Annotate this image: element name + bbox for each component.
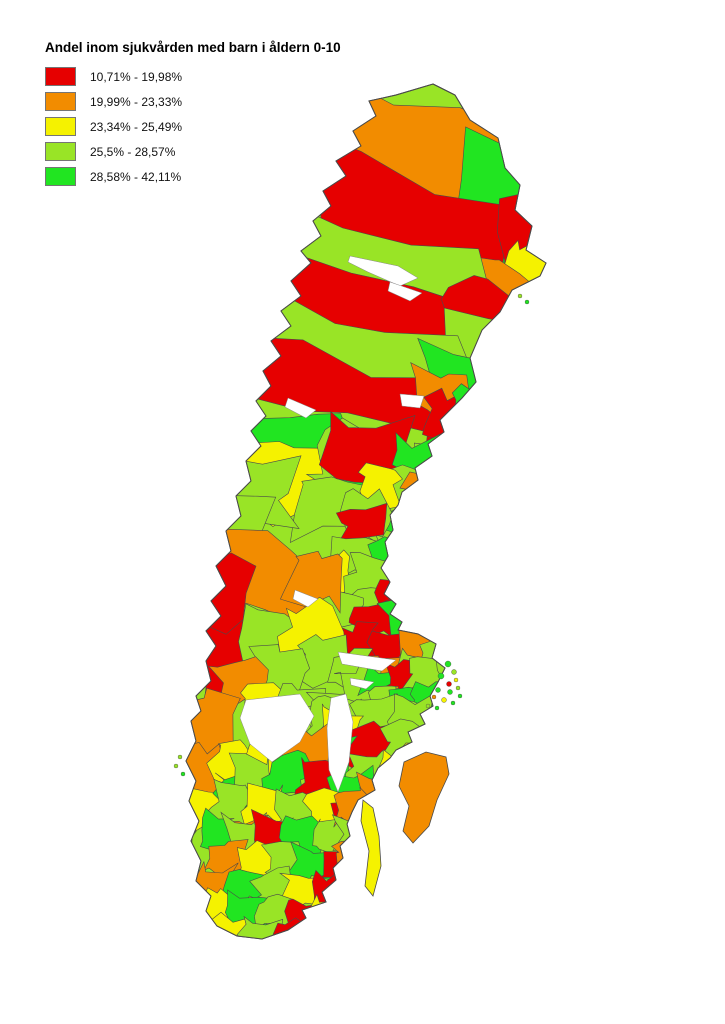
legend-item: 28,58% - 42,11% bbox=[45, 164, 182, 189]
legend-swatch-class1 bbox=[45, 67, 76, 86]
archipelago-island-dot bbox=[437, 672, 445, 680]
map-region bbox=[335, 502, 388, 542]
legend-swatch-class5 bbox=[45, 167, 76, 186]
legend-label: 23,34% - 25,49% bbox=[90, 119, 183, 134]
archipelago-island-dot bbox=[455, 685, 461, 691]
legend-swatch-class4 bbox=[45, 142, 76, 161]
page-title: Andel inom sjukvården med barn i åldern … bbox=[45, 40, 341, 55]
archipelago-island-dot bbox=[517, 293, 523, 299]
legend-label: 10,71% - 19,98% bbox=[90, 69, 183, 84]
archipelago-island-dot bbox=[457, 693, 463, 699]
lake bbox=[349, 677, 375, 690]
country-border bbox=[185, 83, 547, 940]
archipelago-island-dot bbox=[435, 687, 441, 693]
lake bbox=[292, 589, 319, 608]
lake bbox=[326, 693, 354, 793]
map-region bbox=[399, 471, 448, 530]
legend-item: 25,5% - 28,57% bbox=[45, 139, 182, 164]
island-oland bbox=[360, 799, 382, 897]
legend-swatch-class3 bbox=[45, 117, 76, 136]
lake bbox=[387, 281, 423, 302]
legend-item: 23,34% - 25,49% bbox=[45, 114, 182, 139]
archipelago-island-dot bbox=[431, 694, 437, 700]
archipelago-island-dot bbox=[444, 660, 452, 668]
archipelago-island-dot bbox=[524, 299, 530, 305]
archipelago-island-dot bbox=[180, 771, 186, 777]
legend-label: 28,58% - 42,11% bbox=[90, 169, 182, 184]
archipelago-island-dot bbox=[450, 700, 456, 706]
archipelago-island-dot bbox=[451, 669, 457, 675]
archipelago-island-dot bbox=[453, 677, 459, 683]
lake bbox=[284, 397, 317, 419]
island-gotland bbox=[398, 751, 450, 844]
legend-label: 25,5% - 28,57% bbox=[90, 144, 176, 159]
legend-label: 19,99% - 23,33% bbox=[90, 94, 183, 109]
archipelago-island-dot bbox=[434, 705, 440, 711]
lake bbox=[239, 693, 315, 763]
archipelago-island-dot bbox=[173, 763, 179, 769]
legend-swatch-class2 bbox=[45, 92, 76, 111]
archipelago-island-dot bbox=[177, 754, 183, 760]
legend-item: 19,99% - 23,33% bbox=[45, 89, 182, 114]
map-region bbox=[450, 383, 494, 431]
archipelago-island-dot bbox=[446, 681, 452, 687]
map-region bbox=[236, 915, 284, 939]
lake bbox=[399, 393, 425, 409]
archipelago-island-dot bbox=[441, 697, 447, 703]
archipelago-island-dot bbox=[425, 703, 431, 709]
archipelago-island-dot bbox=[447, 689, 453, 695]
lake bbox=[337, 651, 397, 672]
map-region bbox=[309, 893, 346, 931]
legend: 10,71% - 19,98% 19,99% - 23,33% 23,34% -… bbox=[45, 64, 182, 189]
legend-item: 10,71% - 19,98% bbox=[45, 64, 182, 89]
